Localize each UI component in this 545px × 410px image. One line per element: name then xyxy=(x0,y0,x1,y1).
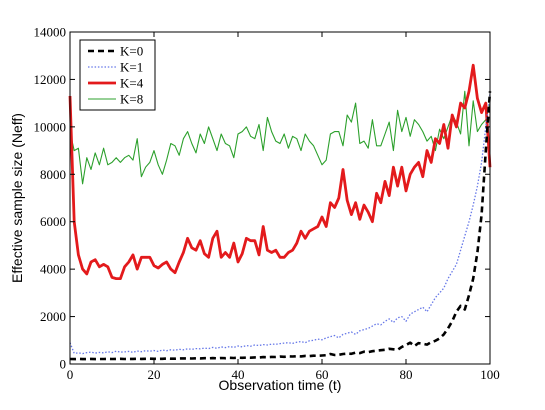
y-tick-label: 6000 xyxy=(40,214,66,229)
x-tick-label: 100 xyxy=(480,367,500,382)
legend: K=0K=1K=4K=8 xyxy=(79,39,156,111)
legend-label-k0: K=0 xyxy=(120,44,143,59)
plot-frame xyxy=(69,31,491,365)
legend-label-k4: K=4 xyxy=(120,76,144,91)
y-tick-label: 4000 xyxy=(40,262,66,277)
x-axis-label: Observation time (t) xyxy=(219,377,342,393)
tick-layer: 0 20 40 60 80 100 0 2000 4000 6000 8000 10000 12000 1… xyxy=(34,25,500,383)
x-tick-label: 20 xyxy=(148,367,161,382)
y-tick-label: 8000 xyxy=(40,167,66,182)
series-line-k0 xyxy=(69,91,492,361)
y-tick-label: 12000 xyxy=(34,72,67,87)
x-tick-label: 80 xyxy=(400,367,413,382)
legend-label-k8: K=8 xyxy=(120,92,143,107)
series-line-k8 xyxy=(69,90,491,185)
legend-label-k1: K=1 xyxy=(120,60,143,75)
y-tick-label: 2000 xyxy=(40,309,66,324)
y-tick-label: 0 xyxy=(60,357,67,372)
y-tick-label: 14000 xyxy=(34,25,67,40)
series-line-k1 xyxy=(69,93,491,355)
series-layer xyxy=(68,63,492,361)
x-tick-label: 60 xyxy=(316,367,329,382)
y-axis-label: Effective sample size (Neff) xyxy=(9,113,25,283)
x-tick-label: 0 xyxy=(67,367,74,382)
x-tick-label: 40 xyxy=(232,367,245,382)
y-tick-label: 10000 xyxy=(34,119,67,134)
series-line-k4 xyxy=(68,63,492,281)
